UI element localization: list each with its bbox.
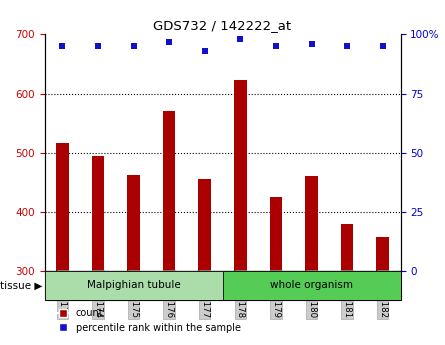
Point — [59, 43, 66, 49]
Bar — [92, 156, 104, 271]
Text: GSM29174: GSM29174 — [93, 271, 102, 318]
Bar — [234, 80, 247, 271]
Bar — [376, 237, 389, 271]
Text: GSM29177: GSM29177 — [200, 271, 209, 318]
Bar — [127, 175, 140, 271]
Text: GSM29175: GSM29175 — [129, 271, 138, 318]
Text: GSM29179: GSM29179 — [271, 271, 280, 318]
Bar — [163, 111, 175, 271]
Point — [272, 43, 279, 49]
Text: tissue ▶: tissue ▶ — [0, 280, 42, 290]
Point — [166, 39, 173, 45]
Text: Malpighian tubule: Malpighian tubule — [87, 280, 180, 290]
Point — [308, 41, 315, 47]
Text: GSM29178: GSM29178 — [236, 271, 245, 318]
Point — [379, 43, 386, 49]
Text: GSM29173: GSM29173 — [58, 271, 67, 318]
FancyBboxPatch shape — [222, 271, 400, 300]
Point — [94, 43, 101, 49]
Text: GSM29182: GSM29182 — [378, 271, 387, 318]
Bar — [56, 142, 69, 271]
Point — [201, 48, 208, 54]
Bar — [270, 197, 282, 271]
Point — [237, 37, 244, 42]
Point — [344, 43, 351, 49]
Bar — [198, 179, 211, 271]
Bar — [305, 176, 318, 271]
Text: GSM29176: GSM29176 — [165, 271, 174, 318]
Text: GSM29180: GSM29180 — [307, 271, 316, 318]
Bar — [341, 224, 353, 271]
Title: GDS732 / 142222_at: GDS732 / 142222_at — [154, 19, 291, 32]
Point — [130, 43, 137, 49]
Legend: count, percentile rank within the sample: count, percentile rank within the sample — [49, 304, 244, 337]
Text: GSM29181: GSM29181 — [343, 271, 352, 318]
FancyBboxPatch shape — [44, 271, 222, 300]
Text: whole organism: whole organism — [270, 280, 353, 290]
